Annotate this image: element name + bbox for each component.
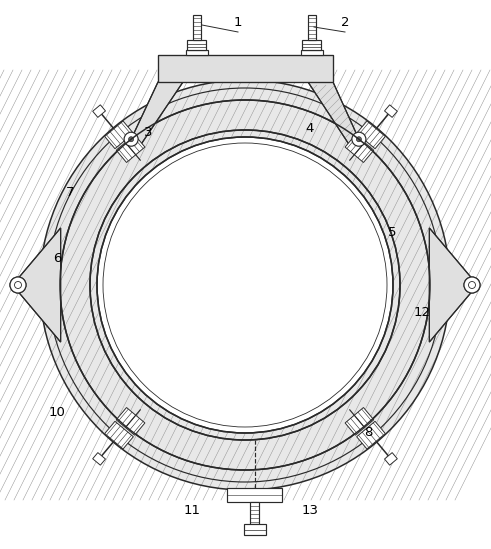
Polygon shape <box>345 135 374 163</box>
Bar <box>188 40 207 50</box>
Text: 8: 8 <box>364 427 372 440</box>
Circle shape <box>352 132 366 146</box>
Bar <box>308 15 316 40</box>
Circle shape <box>464 277 480 293</box>
Circle shape <box>97 137 393 433</box>
Polygon shape <box>345 407 374 435</box>
Polygon shape <box>105 121 134 149</box>
Text: 3: 3 <box>144 126 152 139</box>
Bar <box>250 502 260 524</box>
Text: 10: 10 <box>49 406 65 418</box>
Text: 4: 4 <box>306 121 314 135</box>
Text: 6: 6 <box>53 251 61 265</box>
Circle shape <box>468 282 475 289</box>
Text: 13: 13 <box>301 503 319 517</box>
Polygon shape <box>116 135 145 163</box>
Bar <box>302 40 322 50</box>
Polygon shape <box>308 82 359 144</box>
Polygon shape <box>356 121 385 149</box>
Polygon shape <box>131 82 183 144</box>
Polygon shape <box>384 452 397 465</box>
Circle shape <box>124 132 138 146</box>
Bar <box>193 15 201 40</box>
Text: 7: 7 <box>66 186 74 199</box>
Circle shape <box>129 137 134 142</box>
Bar <box>301 50 323 55</box>
Polygon shape <box>93 105 106 117</box>
Text: 2: 2 <box>341 16 349 30</box>
Polygon shape <box>105 421 134 449</box>
Text: 12: 12 <box>413 305 431 318</box>
Text: 5: 5 <box>388 226 396 238</box>
Circle shape <box>15 282 22 289</box>
Bar <box>244 524 266 535</box>
Polygon shape <box>356 421 385 449</box>
Circle shape <box>10 277 26 293</box>
Text: 1: 1 <box>234 16 242 30</box>
Circle shape <box>40 80 450 490</box>
Bar <box>186 50 208 55</box>
Circle shape <box>464 277 480 293</box>
Polygon shape <box>93 452 106 465</box>
Bar <box>227 488 282 502</box>
Circle shape <box>356 137 361 142</box>
Polygon shape <box>116 407 145 435</box>
Circle shape <box>15 282 22 289</box>
Polygon shape <box>158 55 333 82</box>
Circle shape <box>97 137 393 433</box>
Text: 11: 11 <box>184 503 200 517</box>
Polygon shape <box>19 228 60 342</box>
Polygon shape <box>430 228 471 342</box>
Circle shape <box>468 282 475 289</box>
Circle shape <box>10 277 26 293</box>
Polygon shape <box>384 105 397 117</box>
